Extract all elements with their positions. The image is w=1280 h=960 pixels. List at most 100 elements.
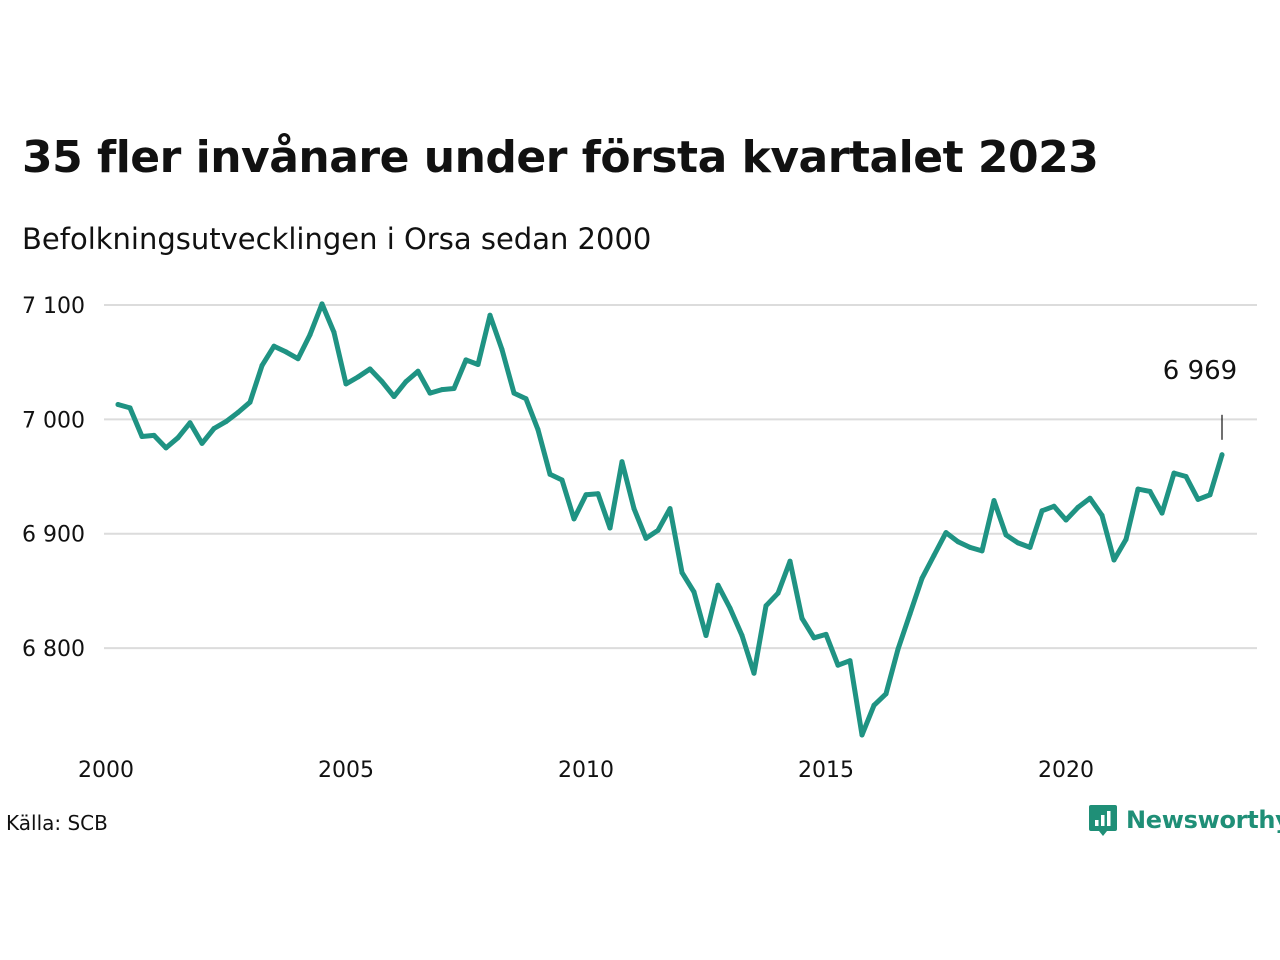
data-point (631, 506, 637, 512)
data-point (1123, 536, 1129, 542)
data-point (523, 396, 529, 402)
data-point (991, 498, 997, 504)
data-point (1099, 512, 1105, 518)
data-point (439, 387, 445, 393)
y-axis-ticks: 7 100 7 000 6 900 6 800 (22, 294, 85, 662)
data-point (943, 530, 949, 536)
data-point (655, 527, 661, 533)
data-point (895, 646, 901, 652)
brand-name: Newsworthy (1126, 806, 1280, 834)
data-point (1195, 496, 1201, 502)
data-point (211, 426, 217, 431)
data-point (115, 402, 121, 407)
data-point (1171, 470, 1177, 476)
annotation-label: 6 969 (1163, 356, 1237, 386)
data-point (163, 445, 169, 451)
data-point (127, 405, 133, 411)
data-point (1087, 495, 1093, 501)
data-point (1147, 488, 1153, 494)
data-point (595, 491, 601, 497)
data-point (763, 603, 769, 609)
data-point (355, 374, 361, 380)
data-point (583, 492, 589, 498)
data-point (1075, 504, 1081, 510)
x-tick-label: 2020 (1038, 758, 1094, 783)
data-point (1183, 474, 1189, 479)
newsworthy-chart-icon (1089, 805, 1117, 836)
data-point (979, 548, 985, 554)
data-point (787, 558, 793, 564)
data-point (175, 435, 181, 441)
chart-title: 35 fler invånare under första kvartalet … (22, 132, 1099, 183)
data-point (727, 605, 733, 611)
data-point (199, 440, 205, 446)
population-line (115, 301, 1225, 738)
data-point (415, 368, 421, 374)
data-point (151, 432, 157, 438)
data-point (283, 349, 289, 355)
data-point (319, 301, 325, 307)
data-point (367, 366, 373, 372)
data-point (799, 615, 805, 621)
x-tick-label: 2005 (318, 758, 374, 783)
data-point (691, 589, 697, 595)
data-point (607, 525, 613, 531)
data-point (931, 552, 937, 558)
y-tick-label: 6 900 (22, 523, 85, 548)
data-point (559, 477, 565, 483)
data-point (679, 570, 685, 576)
data-point (487, 312, 493, 318)
data-point (619, 459, 625, 465)
data-point (871, 702, 877, 708)
data-point (343, 381, 349, 387)
data-point (307, 332, 313, 338)
data-point (1159, 510, 1165, 516)
data-point (139, 434, 145, 439)
x-tick-label: 2010 (558, 758, 614, 783)
data-point (1219, 452, 1225, 458)
data-point (1207, 492, 1213, 498)
chart-subtitle: Befolkningsutvecklingen i Orsa sedan 200… (22, 222, 652, 256)
data-point (223, 419, 229, 425)
y-tick-label: 7 000 (22, 408, 85, 433)
data-point (379, 379, 385, 385)
newsworthy-logo: Newsworthy (1088, 803, 1280, 837)
end-annotation: 6 969 (1163, 356, 1237, 440)
data-point (811, 635, 817, 641)
data-point (667, 506, 673, 512)
series-layer (115, 301, 1225, 738)
source-note: Källa: SCB (6, 811, 108, 835)
data-point (1015, 540, 1021, 546)
x-tick-label: 2000 (78, 758, 134, 783)
data-point (955, 539, 961, 545)
data-point (1051, 503, 1057, 509)
y-tick-label: 7 100 (22, 294, 85, 319)
data-point (907, 611, 913, 617)
x-axis-ticks: 2000 2005 2010 2015 2020 (78, 758, 1094, 783)
data-point (295, 356, 301, 362)
x-tick-label: 2015 (798, 758, 854, 783)
data-point (919, 575, 925, 581)
data-point (1039, 508, 1045, 514)
data-point (703, 633, 709, 638)
data-point (823, 631, 829, 637)
data-point (247, 399, 253, 405)
data-point (859, 732, 865, 738)
data-point (1027, 544, 1033, 550)
data-point (715, 582, 721, 588)
data-point (259, 363, 265, 369)
data-point (1135, 486, 1141, 492)
data-point (835, 662, 841, 668)
data-point (187, 420, 193, 426)
data-point (739, 633, 745, 638)
gridlines (104, 304, 1257, 650)
data-point (883, 691, 889, 697)
data-point (571, 516, 577, 522)
data-point (403, 379, 409, 385)
data-point (475, 362, 481, 367)
data-point (511, 390, 517, 396)
data-point (643, 535, 649, 541)
data-point (331, 329, 337, 335)
data-point (847, 658, 853, 664)
